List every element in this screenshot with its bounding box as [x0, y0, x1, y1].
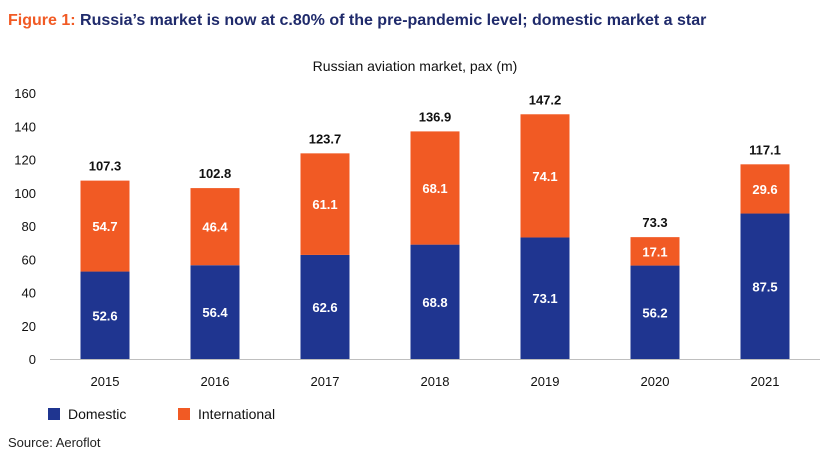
figure-title-text: Russia’s market is now at c.80% of the p… — [80, 12, 707, 29]
y-tick-label: 0 — [29, 352, 36, 367]
x-tick-label: 2019 — [531, 374, 560, 389]
legend-swatch-international — [178, 408, 190, 420]
bar-international — [300, 153, 350, 255]
bar-international — [520, 114, 570, 238]
x-tick-label: 2021 — [751, 374, 780, 389]
data-label-domestic: 73.1 — [532, 291, 557, 306]
y-tick-label: 60 — [22, 252, 36, 267]
y-tick-label: 40 — [22, 286, 36, 301]
bar-international — [80, 180, 130, 272]
legend-swatch-domestic — [48, 408, 60, 420]
data-label-total: 73.3 — [642, 215, 667, 230]
bar-domestic — [80, 271, 130, 359]
bar-domestic — [740, 213, 790, 359]
x-tick-label: 2017 — [311, 374, 340, 389]
legend-label-international: International — [198, 406, 276, 422]
bar-international — [190, 188, 240, 266]
legend-label-domestic: Domestic — [68, 406, 127, 422]
data-label-total: 136.9 — [419, 109, 452, 124]
bar-domestic — [300, 254, 350, 359]
data-label-international: 46.4 — [202, 220, 228, 235]
data-label-domestic: 56.2 — [642, 305, 667, 320]
data-label-domestic: 87.5 — [752, 279, 777, 294]
y-tick-label: 160 — [14, 86, 36, 101]
y-tick-label: 120 — [14, 153, 36, 168]
data-label-domestic: 68.8 — [422, 295, 447, 310]
y-tick-label: 100 — [14, 186, 36, 201]
bars — [80, 114, 790, 359]
bar-domestic — [410, 244, 460, 359]
source-note: Source: Aeroflot — [8, 435, 101, 450]
data-label-domestic: 62.6 — [312, 300, 337, 315]
data-label-international: 61.1 — [312, 197, 337, 212]
legend-domestic: Domestic — [48, 406, 126, 422]
data-label-total: 117.1 — [749, 142, 781, 157]
data-label-international: 68.1 — [422, 181, 447, 196]
data-label-domestic: 56.4 — [202, 305, 228, 320]
x-tick-label: 2018 — [421, 374, 450, 389]
bar-international — [410, 131, 460, 245]
y-tick-label: 80 — [22, 219, 36, 234]
legend-international: International — [178, 406, 275, 422]
y-tick-label: 20 — [22, 319, 36, 334]
figure-title: Figure 1: Russia’s market is now at c.80… — [8, 12, 706, 30]
bar-international — [740, 164, 790, 214]
x-tick-label: 2020 — [641, 374, 670, 389]
bar-domestic — [630, 265, 680, 359]
data-labels: 52.6 54.7 107.3 56.4 46.4 102.8 62.6 61.1 123.7 6… — [89, 92, 781, 323]
y-tick-label: 140 — [14, 119, 36, 134]
bar-domestic — [190, 265, 240, 359]
data-label-total: 107.3 — [89, 159, 122, 174]
data-label-total: 123.7 — [309, 131, 342, 146]
chart-title: Russian aviation market, pax (m) — [313, 58, 518, 74]
stacked-bar-chart: Russian aviation market, pax (m) 0 20 40 60… — [14, 58, 820, 389]
data-label-total: 102.8 — [199, 166, 232, 181]
data-label-total: 147.2 — [529, 92, 562, 107]
data-label-international: 17.1 — [642, 244, 667, 259]
bar-international — [630, 237, 680, 266]
x-tick-label: 2015 — [91, 374, 120, 389]
y-axis: 0 20 40 60 80 100 120 140 160 2015 2016 2017 2018 201… — [14, 86, 820, 389]
data-label-domestic: 52.6 — [92, 308, 117, 323]
x-tick-label: 2016 — [201, 374, 230, 389]
bar-domestic — [520, 237, 570, 359]
data-label-international: 74.1 — [532, 169, 557, 184]
data-label-international: 54.7 — [92, 219, 117, 234]
figure-label: Figure 1: — [8, 12, 76, 29]
data-label-international: 29.6 — [752, 182, 777, 197]
